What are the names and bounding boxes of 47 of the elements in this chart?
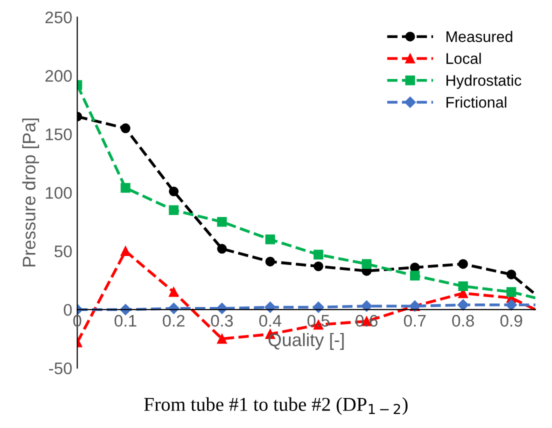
point	[314, 261, 324, 272]
x-tick-label: 0.7	[404, 314, 426, 327]
point	[168, 302, 180, 314]
point	[506, 287, 516, 297]
legend-label: Local	[446, 52, 481, 64]
point	[362, 259, 372, 269]
point	[168, 205, 179, 216]
text: From tube #1 to tube #2 (DP$_{1−2}$)	[144, 397, 408, 415]
x-tick-label: 0.8	[452, 314, 474, 327]
y-tick-label: 0	[64, 304, 72, 316]
point	[120, 183, 130, 193]
point	[120, 246, 130, 256]
point	[217, 334, 227, 344]
point	[458, 259, 468, 269]
legend-label: Frictional	[446, 96, 506, 108]
point	[458, 281, 468, 292]
point	[410, 270, 420, 281]
y-tick-label: -50	[49, 362, 72, 374]
y-tick-label: 50	[54, 245, 72, 258]
y-tick-label: 200	[45, 70, 72, 82]
point	[168, 186, 179, 196]
point	[506, 299, 517, 311]
x-tick-label: 0.3	[211, 314, 233, 327]
x-tick-label: 0.1	[114, 314, 136, 327]
y-tick-label: 250	[45, 12, 72, 24]
x-tick-label: 0.2	[162, 314, 184, 327]
legend-label: Hydrostatic	[446, 74, 522, 89]
x-tick-label: 0.5	[307, 314, 330, 327]
point	[265, 234, 276, 244]
x-tick-label: 0.9	[500, 314, 522, 327]
legend-label: Measured	[446, 30, 512, 42]
x-tick-label: 0.4	[259, 314, 282, 327]
point	[168, 287, 179, 297]
y-tick-label: 100	[46, 187, 72, 199]
point	[312, 302, 324, 313]
y-axis-title: Pressure drop [Pa]	[22, 118, 40, 266]
x-axis-title: Quality [-]	[268, 332, 344, 350]
point	[265, 256, 276, 266]
point	[120, 123, 130, 134]
point	[361, 300, 372, 312]
y-tick-label: 150	[46, 128, 72, 140]
point	[457, 299, 469, 311]
point	[217, 244, 227, 254]
point	[314, 250, 324, 260]
point	[506, 270, 516, 280]
point	[410, 262, 420, 272]
point	[217, 216, 227, 227]
